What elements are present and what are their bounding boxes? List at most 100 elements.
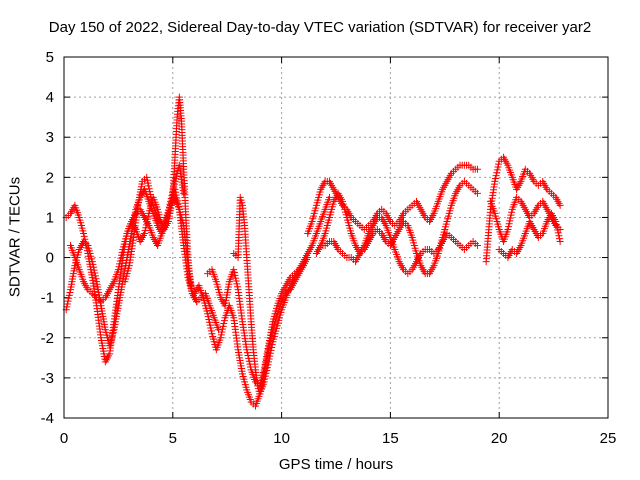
data-point [265, 358, 273, 366]
data-point [232, 274, 240, 282]
data-point [117, 254, 125, 262]
y-tick-label: -2 [41, 330, 54, 347]
data-point [91, 269, 99, 277]
data-point [205, 315, 213, 323]
data-point [92, 275, 100, 283]
data-point [268, 341, 276, 349]
x-tick-label: 15 [382, 430, 399, 447]
data-point [170, 180, 178, 188]
data-point [204, 313, 212, 321]
data-point [554, 226, 562, 234]
chart-title: Day 150 of 2022, Sidereal Day-to-day VTE… [48, 19, 592, 36]
data-point [220, 317, 228, 325]
y-tick-label: -1 [41, 290, 54, 307]
data-series [317, 213, 481, 278]
data-point [63, 300, 71, 308]
data-series [304, 161, 481, 237]
data-point [556, 235, 564, 243]
data-point [230, 266, 238, 274]
data-point [492, 172, 500, 180]
data-point [473, 189, 481, 197]
data-point [118, 248, 126, 256]
plot-frame [63, 56, 609, 419]
y-tick-label: 3 [46, 129, 54, 146]
data-point [265, 355, 273, 363]
data-series [62, 185, 196, 366]
data-point [217, 331, 225, 339]
data-point [473, 165, 481, 173]
data-point [90, 266, 98, 274]
data-point [491, 177, 499, 185]
data-point [90, 263, 98, 271]
data-point [243, 349, 251, 357]
y-tick-label: 0 [46, 250, 54, 267]
y-tick-label: 4 [46, 89, 54, 106]
data-point [145, 185, 153, 193]
data-point [243, 346, 251, 354]
y-axis-label: SDTVAR / TECUs [6, 176, 24, 298]
data-point [553, 223, 561, 231]
data-point [263, 366, 271, 374]
data-point [64, 297, 72, 305]
data-point [217, 334, 225, 342]
data-point [143, 176, 151, 184]
data-point [204, 310, 212, 318]
data-point [554, 229, 562, 237]
x-tick-label: 20 [491, 430, 508, 447]
data-point [494, 163, 502, 171]
data-point [206, 321, 214, 329]
data-series [495, 209, 564, 262]
data-point [230, 268, 238, 276]
data-point [220, 319, 228, 327]
data-series [312, 177, 481, 278]
data-point [141, 229, 149, 237]
data-point [89, 260, 97, 268]
data-point [325, 193, 333, 201]
data-point [205, 318, 213, 326]
data-point [145, 182, 153, 190]
data-point [88, 258, 96, 266]
data-point [264, 361, 272, 369]
data-point [508, 208, 516, 216]
x-tick-label: 25 [600, 430, 617, 447]
data-point [506, 217, 514, 225]
data-point [262, 369, 270, 377]
data-point [505, 223, 513, 231]
data-point [66, 289, 74, 297]
y-tick-label: 5 [46, 49, 54, 66]
data-point [233, 280, 241, 288]
data-point [219, 325, 227, 333]
data-point [91, 272, 99, 280]
data-point [244, 352, 252, 360]
data-point [507, 211, 515, 219]
data-point [493, 169, 501, 177]
data-series [230, 193, 333, 398]
data-point [143, 173, 151, 181]
data-point [65, 291, 73, 299]
y-tick-label: 2 [46, 169, 54, 186]
data-point [263, 364, 271, 372]
data-point [504, 225, 512, 233]
data-point [266, 349, 274, 357]
data-point [207, 324, 215, 332]
data-point [556, 201, 564, 209]
data-point [116, 257, 124, 265]
data-point [80, 232, 88, 240]
data-point [473, 242, 481, 250]
data-point [268, 344, 276, 352]
data-series [121, 93, 222, 334]
data-point [552, 220, 560, 228]
data-point [218, 328, 226, 336]
data-point [144, 179, 152, 187]
data-point [556, 238, 564, 246]
data-point [207, 327, 215, 335]
data-point [493, 166, 501, 174]
data-point [219, 322, 227, 330]
data-point [506, 214, 514, 222]
data-point [505, 220, 513, 228]
data-series [482, 153, 564, 266]
data-point [146, 188, 154, 196]
data-point [261, 375, 269, 383]
data-point [116, 260, 124, 268]
